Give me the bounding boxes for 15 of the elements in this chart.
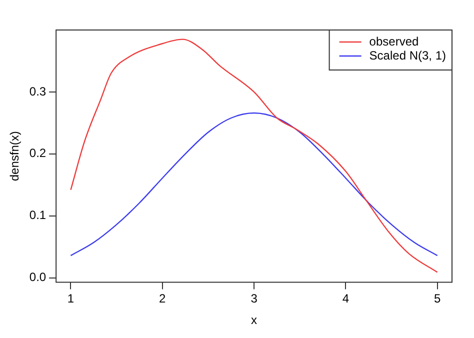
y-tick-label: 0.3 bbox=[29, 84, 46, 98]
x-tick-label: 4 bbox=[342, 292, 350, 306]
y-tick-label: 0.1 bbox=[29, 208, 46, 222]
x-tick-label: 5 bbox=[434, 292, 441, 306]
y-tick-label: 0.2 bbox=[29, 146, 46, 160]
line-series bbox=[70, 38, 438, 273]
x-tick-label: 2 bbox=[159, 292, 166, 306]
y-axis-title: densfn(x) bbox=[8, 131, 22, 182]
x-tick-label: 1 bbox=[67, 292, 74, 306]
y-tick-label: 0.0 bbox=[29, 270, 46, 284]
legend-label: Scaled N(3, 1) bbox=[369, 48, 446, 62]
x-tick-label: 3 bbox=[250, 292, 258, 306]
x-axis-title: x bbox=[251, 313, 258, 328]
line-series bbox=[70, 112, 438, 256]
legend-label: observed bbox=[369, 34, 419, 48]
